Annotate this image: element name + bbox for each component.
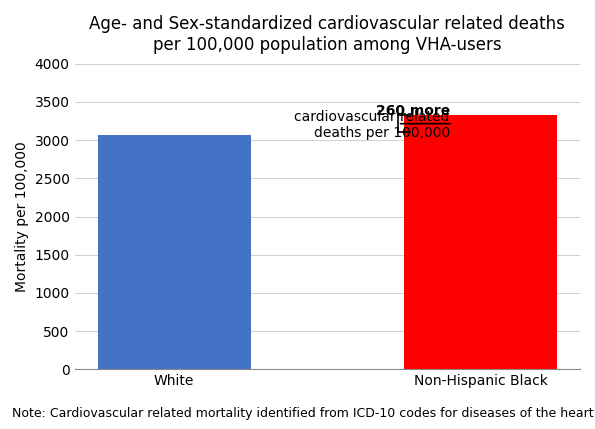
Text: cardiovascular related
deaths per 100,000: cardiovascular related deaths per 100,00… bbox=[295, 110, 450, 140]
Bar bbox=[98, 135, 250, 369]
Y-axis label: Mortality per 100,000: Mortality per 100,000 bbox=[15, 141, 29, 292]
Text: Note: Cardiovascular related mortality identified from ICD-10 codes for diseases: Note: Cardiovascular related mortality i… bbox=[12, 408, 594, 420]
Title: Age- and Sex-standardized cardiovascular related deaths
per 100,000 population a: Age- and Sex-standardized cardiovascular… bbox=[89, 15, 565, 54]
Text: 260 more: 260 more bbox=[375, 104, 450, 118]
Bar bbox=[404, 115, 557, 369]
